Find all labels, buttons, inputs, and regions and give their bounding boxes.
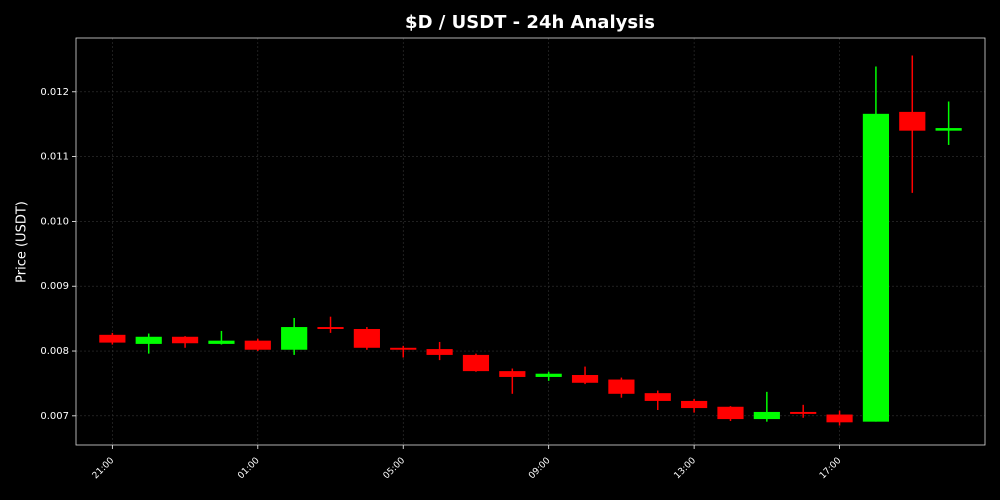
candle-body	[317, 327, 344, 329]
candle-body	[99, 334, 126, 343]
y-tick-label: 0.012	[40, 87, 69, 98]
candle-body	[826, 414, 853, 423]
candle-body	[899, 111, 926, 131]
candle-body	[426, 349, 453, 355]
candle-body	[753, 411, 780, 420]
candle-body	[281, 327, 308, 350]
y-tick-label: 0.010	[40, 216, 69, 227]
y-axis-label: Price (USDT)	[15, 201, 30, 283]
candle-body	[462, 354, 490, 372]
candle-body	[535, 373, 562, 377]
candle-body	[862, 113, 890, 422]
candle-body	[499, 371, 526, 377]
y-tick-label: 0.011	[40, 152, 69, 163]
candle-body	[717, 406, 744, 420]
candle-body	[171, 336, 199, 344]
candle-body	[244, 340, 271, 350]
candle-body	[790, 411, 817, 414]
candle-body	[608, 379, 635, 394]
candle-body	[571, 375, 599, 383]
candle-body	[390, 347, 417, 350]
candle-body	[353, 328, 380, 348]
plot-frame	[75, 37, 986, 446]
y-tick-label: 0.009	[40, 281, 69, 292]
candle-body	[681, 400, 708, 409]
candle-body	[644, 393, 671, 401]
chart-title: $D / USDT - 24h Analysis	[405, 12, 655, 33]
candle-body	[135, 336, 162, 344]
candle-body	[208, 340, 235, 344]
candle-body	[935, 128, 962, 131]
y-tick-label: 0.007	[40, 411, 69, 422]
y-tick-label: 0.008	[40, 346, 69, 357]
